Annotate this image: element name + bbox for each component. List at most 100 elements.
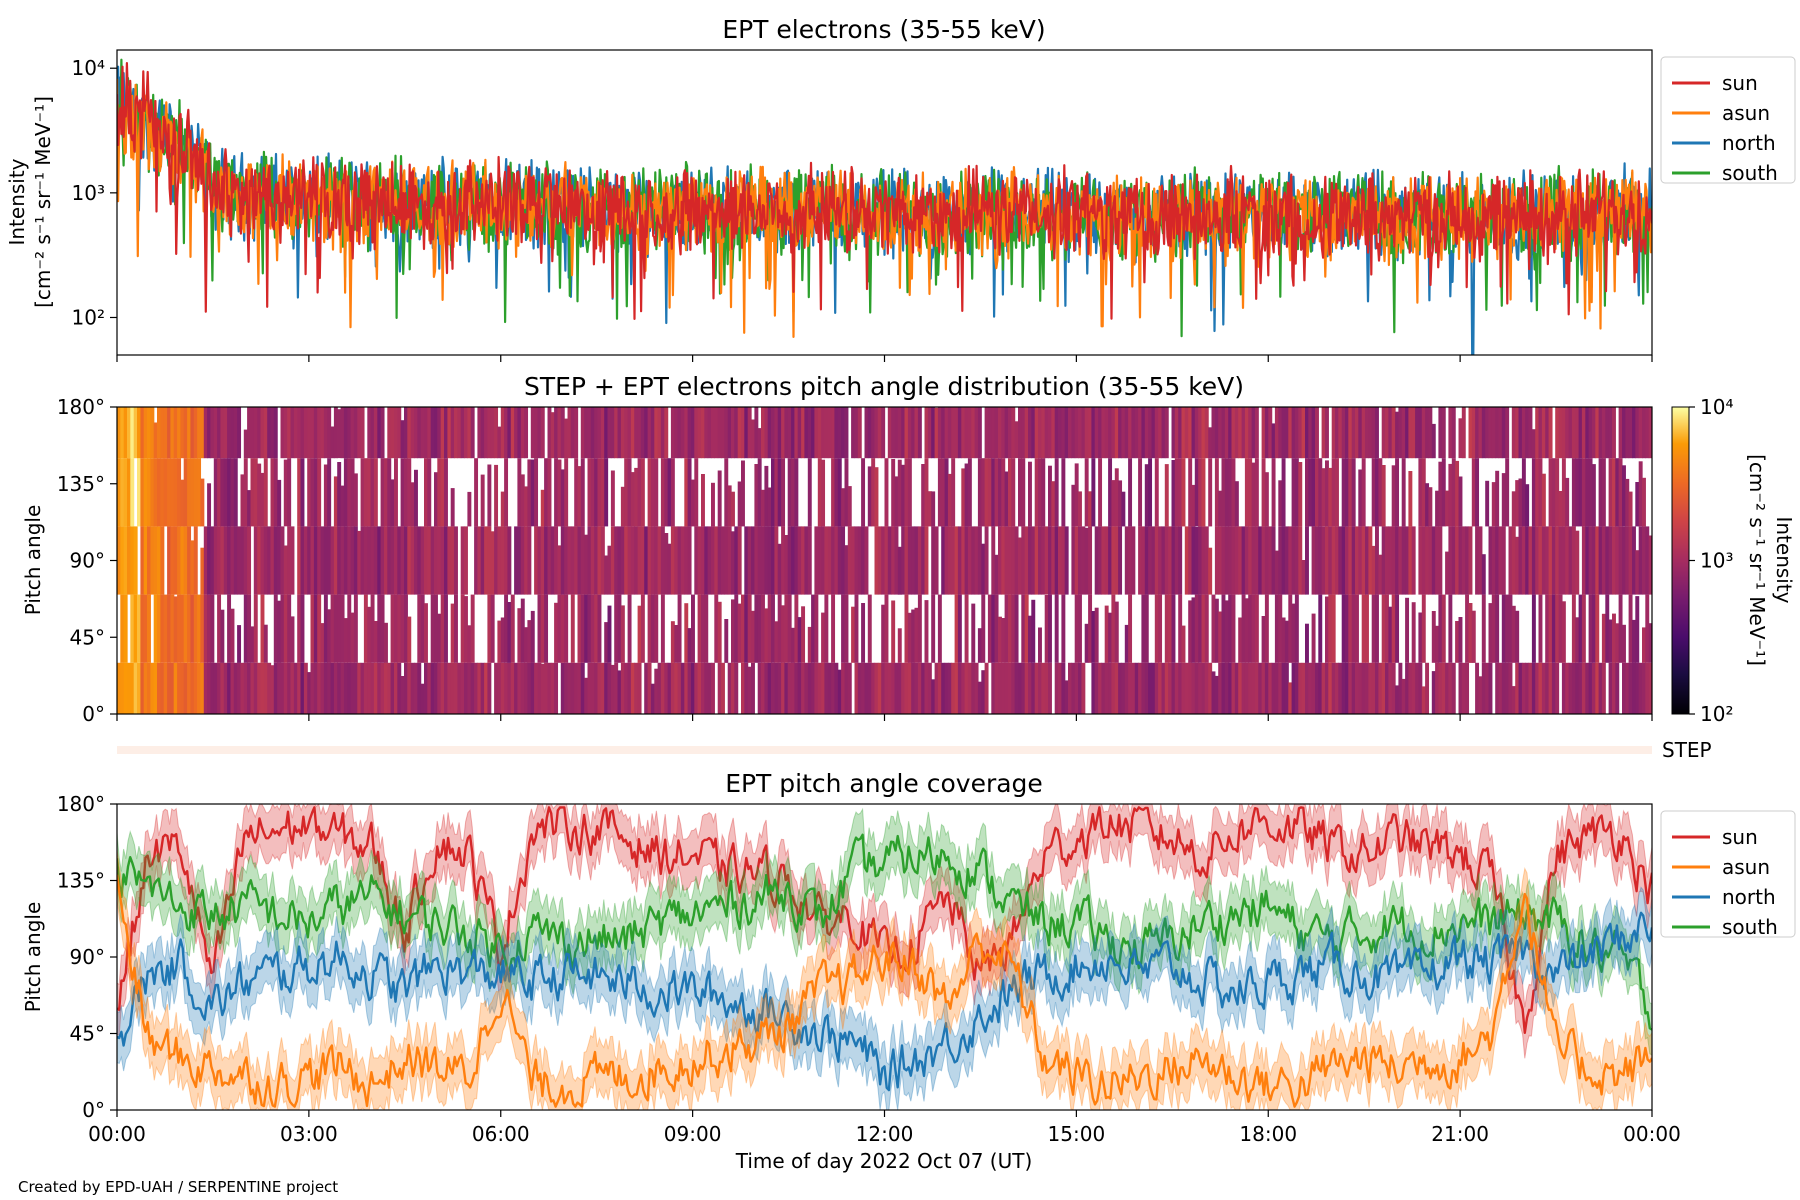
heatmap-cell (273, 526, 278, 595)
heatmap-cell (807, 407, 812, 459)
heatmap-cell (1511, 686, 1516, 714)
heatmap-cell (924, 600, 929, 663)
heatmap-cell (1218, 662, 1223, 714)
heatmap-cell (1268, 662, 1273, 714)
heatmap-cell (437, 526, 442, 595)
heatmap-cell (624, 662, 629, 714)
heatmap-cell (824, 594, 829, 663)
coverage-band-asun (117, 849, 1652, 1110)
heatmap-cell (627, 407, 632, 459)
heatmap-cell (1054, 407, 1059, 459)
heatmap-cell (420, 594, 425, 663)
heatmap-cell (1008, 526, 1012, 595)
heatmap-cell (260, 594, 265, 663)
heatmap-cell (1108, 458, 1113, 527)
heatmap-cell (731, 407, 735, 459)
coverage-line-sun (117, 806, 1652, 1034)
heatmap-cell (227, 594, 232, 663)
heatmap-cell (327, 609, 332, 663)
heatmap-cell (627, 526, 632, 595)
heatmap-cell (1515, 407, 1520, 459)
heatmap-cell (1014, 526, 1019, 595)
heatmap-cell (971, 603, 976, 663)
heatmap-cell (1084, 458, 1089, 527)
heatmap-cell (1161, 662, 1166, 714)
heatmap-cell (317, 407, 322, 459)
heatmap-cell (187, 458, 192, 527)
heatmap-cell (604, 555, 609, 595)
heatmap-cell (1461, 662, 1466, 714)
heatmap-cell (307, 672, 312, 714)
heatmap-cell (273, 662, 278, 714)
pad-heatmap (117, 407, 1652, 714)
heatmap-cell (1064, 526, 1069, 595)
heatmap-cell (1134, 407, 1139, 459)
heatmap-cell (937, 458, 942, 527)
heatmap-cell (1485, 480, 1490, 527)
heatmap-cell (390, 526, 395, 595)
heatmap-cell (140, 526, 145, 595)
heatmap-cell (394, 662, 398, 714)
heatmap-cell (747, 407, 752, 459)
heatmap-cell (370, 458, 375, 527)
heatmap-cell (570, 526, 575, 595)
heatmap-cell (974, 662, 979, 714)
heatmap-cell (1114, 526, 1119, 595)
heatmap-cell (907, 526, 912, 595)
heatmap-cell (731, 662, 735, 714)
heatmap-cell (677, 662, 682, 714)
heatmap-cell (977, 681, 982, 714)
heatmap-cell (283, 594, 288, 663)
heatmap-cell (560, 662, 565, 714)
heatmap-cell (1224, 600, 1229, 663)
heatmap-cell (1134, 662, 1139, 714)
heatmap-cell (1401, 407, 1406, 459)
heatmap-cell (270, 526, 275, 595)
heatmap-cell (273, 407, 278, 459)
heatmap-cell (1358, 469, 1363, 527)
heatmap-cell (557, 545, 562, 595)
heatmap-cell (1632, 619, 1636, 663)
heatmap-cell (1251, 662, 1256, 714)
heatmap-cell (974, 526, 979, 595)
heatmap-cell (1441, 458, 1446, 527)
heatmap-cell (1184, 407, 1189, 459)
heatmap-cell (764, 407, 769, 459)
heatmap-cell (1612, 526, 1616, 595)
heatmap-cell (187, 594, 192, 663)
heatmap-cell (781, 662, 786, 714)
heatmap-cell (811, 662, 816, 714)
heatmap-cell (213, 458, 218, 527)
heatmap-cell (941, 407, 946, 459)
heatmap-cell (1128, 458, 1133, 527)
heatmap-cell (1425, 662, 1430, 714)
heatmap-cell (420, 683, 425, 714)
heatmap-cell (1485, 407, 1490, 459)
heatmap-cell (1294, 526, 1299, 595)
heatmap-cell (1261, 407, 1266, 459)
heatmap-cell (1578, 407, 1583, 459)
heatmap-cell (1421, 458, 1426, 527)
heatmap-cell (1338, 662, 1343, 714)
heatmap-cell (1485, 662, 1490, 714)
heatmap-cell (941, 526, 946, 595)
heatmap-cell (904, 458, 909, 527)
heatmap-cell (1505, 407, 1510, 459)
heatmap-cell (1211, 407, 1216, 459)
heatmap-cell (1254, 594, 1259, 663)
heatmap-cell (1064, 680, 1069, 714)
heatmap-cell (1448, 662, 1453, 714)
heatmap-cell (474, 526, 479, 595)
heatmap-cell (280, 526, 285, 595)
heatmap-cell (1094, 662, 1099, 714)
heatmap-cell (293, 407, 298, 459)
heatmap-cell (791, 407, 796, 459)
heatmap-cell (650, 594, 655, 663)
heatmap-cell (1618, 594, 1623, 663)
heatmap-cell (841, 488, 846, 527)
heatmap-cell (1391, 465, 1396, 527)
heatmap-cell (180, 594, 185, 663)
heatmap-cell (607, 407, 612, 459)
heatmap-cell (634, 467, 639, 527)
heatmap-cell (1635, 662, 1640, 714)
